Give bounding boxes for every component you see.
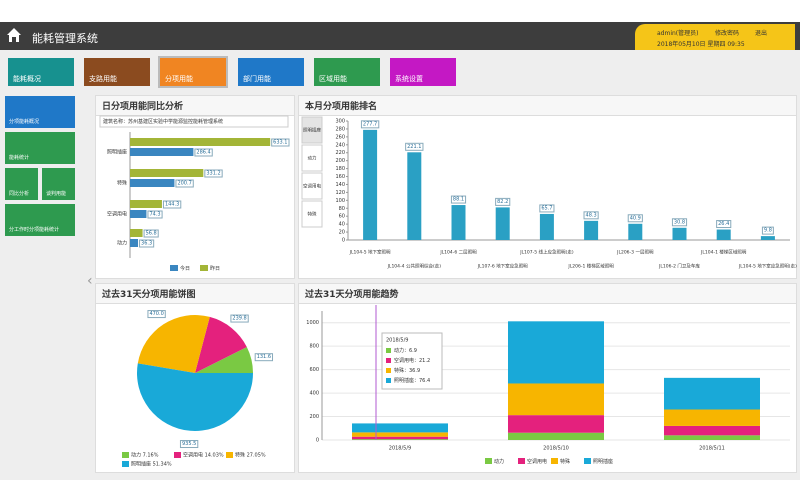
user-box: admin(管理员) 修改密码 退出 2018年05月10日 星期四 09:35 xyxy=(635,24,795,50)
link[interactable]: 退出 xyxy=(755,30,768,37)
nav-tab[interactable]: 区域用能 xyxy=(314,58,380,86)
nav-tab[interactable]: 能耗概况 xyxy=(8,58,74,86)
nav-tab[interactable]: 支路用能 xyxy=(84,58,150,86)
panel: 本月分项用能排名 xyxy=(298,95,797,279)
side-item[interactable]: 同比分析 xyxy=(5,168,38,200)
nav-tab[interactable]: 部门用能 xyxy=(238,58,304,86)
panel: 日分项用能同比分析 xyxy=(95,95,295,279)
panel-title: 本月分项用能排名 xyxy=(299,96,796,116)
link[interactable]: 修改密码 xyxy=(715,30,740,37)
side-item[interactable]: 谈判用能 xyxy=(42,168,75,200)
panel-title: 过去31天分项用能趋势 xyxy=(299,284,796,304)
datetime: 2018年05月10日 星期四 09:35 xyxy=(657,41,745,48)
side-item[interactable]: 分项能耗概况 xyxy=(5,96,75,128)
panel: 过去31天分项用能饼图 xyxy=(95,283,295,473)
panel: 过去31天分项用能趋势 xyxy=(298,283,797,473)
home-icon[interactable] xyxy=(6,27,22,43)
app-title: 能耗管理系统 xyxy=(32,32,98,45)
side-item[interactable]: 分工作时分项能耗统计 xyxy=(5,204,75,236)
panel-title: 日分项用能同比分析 xyxy=(96,96,294,116)
nav-tab[interactable]: 系统设置 xyxy=(390,58,456,86)
nav-tab[interactable]: 分项用能 xyxy=(158,56,228,88)
side-item[interactable]: 能耗统计 xyxy=(5,132,75,164)
panel-title: 过去31天分项用能饼图 xyxy=(96,284,294,304)
user-name[interactable]: admin(管理员) xyxy=(657,30,699,37)
